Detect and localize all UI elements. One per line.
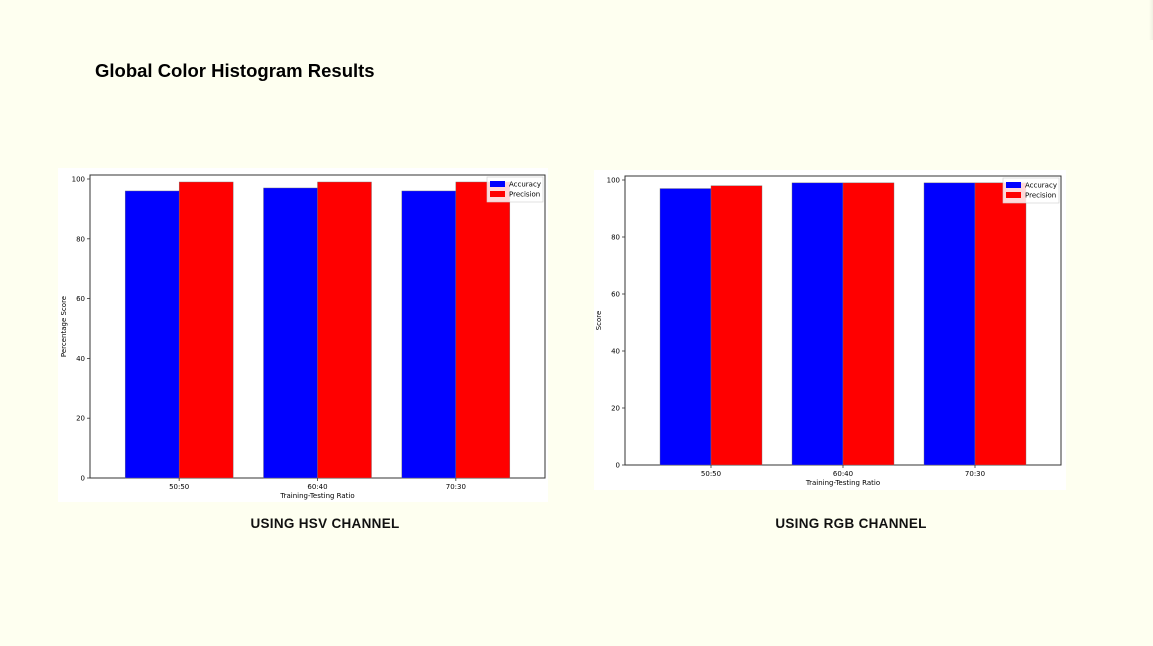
y-axis-label: Score — [595, 311, 603, 331]
y-tick-label: 20 — [611, 405, 620, 413]
legend-label-precision: Precision — [1025, 192, 1056, 200]
x-tick-label: 50:50 — [169, 483, 189, 491]
bar-precision-60-40 — [317, 181, 372, 479]
bar-precision-70-30 — [455, 181, 511, 479]
bar-accuracy-50-50 — [124, 190, 180, 479]
hsv-chart-panel: 0 20 40 60 80 100 50:50 60:40 70:30 Training-Test… — [58, 168, 548, 502]
legend-label-accuracy: Accuracy — [509, 181, 541, 189]
y-tick-label: 80 — [611, 234, 620, 242]
legend-box — [486, 176, 544, 203]
legend-swatch-accuracy — [1006, 182, 1021, 188]
legend-swatch-accuracy — [490, 181, 505, 187]
y-tick-label: 40 — [76, 355, 85, 363]
legend-swatch-precision — [490, 191, 505, 197]
legend: Accuracy Precision — [1002, 177, 1060, 204]
legend: Accuracy Precision — [486, 176, 544, 203]
x-axis-label: Training-Testing Ratio — [279, 492, 354, 500]
y-tick-label: 20 — [76, 415, 85, 423]
y-tick-label: 0 — [81, 475, 85, 483]
y-tick-label: 60 — [611, 291, 620, 299]
y-tick-label: 40 — [611, 348, 620, 356]
y-tick-label: 0 — [616, 462, 620, 470]
x-axis-label: Training-Testing Ratio — [805, 479, 880, 487]
rgb-bar-chart: 0 20 40 60 80 100 50:50 60:40 70:30 Training-Test… — [595, 175, 1062, 487]
y-tick-label: 80 — [76, 235, 85, 243]
legend-label-precision: Precision — [509, 191, 540, 199]
edge-shadow — [1149, 0, 1153, 40]
legend-label-accuracy: Accuracy — [1025, 182, 1057, 190]
bar-accuracy-60-40 — [263, 187, 318, 479]
x-tick-label: 50:50 — [701, 470, 721, 478]
legend-swatch-precision — [1006, 192, 1021, 198]
x-tick-label: 70:30 — [446, 483, 466, 491]
y-tick-label: 100 — [607, 177, 620, 185]
rgb-chart-panel: 0 20 40 60 80 100 50:50 60:40 70:30 Training-Test… — [594, 170, 1066, 490]
bar-accuracy-70-30 — [923, 182, 976, 466]
x-tick-label: 70:30 — [965, 470, 985, 478]
bar-precision-70-30 — [974, 182, 1027, 466]
y-axis-label: Percentage Score — [60, 296, 68, 357]
bar-accuracy-70-30 — [401, 190, 457, 479]
x-tick-label: 60:40 — [307, 483, 327, 491]
bar-precision-50-50 — [710, 185, 763, 466]
hsv-bar-chart: 0 20 40 60 80 100 50:50 60:40 70:30 Training-Test… — [60, 174, 546, 500]
bar-precision-60-40 — [842, 182, 895, 466]
slide-title: Global Color Histogram Results — [95, 60, 375, 81]
bar-precision-50-50 — [178, 181, 234, 479]
x-tick-label: 60:40 — [833, 470, 853, 478]
y-tick-label: 100 — [72, 176, 85, 184]
bar-accuracy-60-40 — [791, 182, 844, 466]
bar-accuracy-50-50 — [659, 188, 712, 466]
hsv-caption: USING HSV CHANNEL — [250, 516, 400, 531]
rgb-caption: USING RGB CHANNEL — [775, 516, 927, 531]
y-tick-label: 60 — [76, 295, 85, 303]
